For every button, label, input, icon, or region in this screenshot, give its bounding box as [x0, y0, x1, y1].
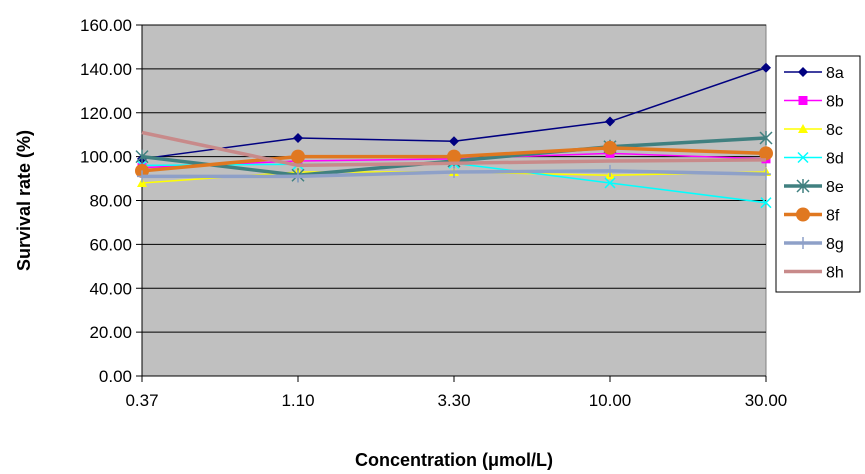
data-point-8g [449, 165, 459, 178]
legend-marker-8b [798, 96, 808, 105]
x-tick-label: 30.00 [745, 391, 788, 410]
y-tick-label: 160.00 [80, 16, 132, 35]
legend-label-8g: 8g [826, 236, 844, 253]
data-point-8f [447, 149, 461, 164]
legend-marker-8c [798, 124, 808, 133]
data-point-8f [759, 146, 773, 161]
data-point-8d [760, 197, 772, 209]
data-point-8d [604, 177, 616, 189]
data-point-8c [137, 177, 147, 187]
legend-label-8b: 8b [826, 94, 844, 111]
data-point-8a [293, 132, 303, 143]
data-point-8g [137, 170, 147, 183]
legend-label-8f: 8f [826, 208, 840, 225]
data-point-8g [293, 170, 303, 183]
series-line-8h [141, 130, 767, 168]
x-axis-title: Concentration (μmol/L) [355, 450, 553, 470]
y-tick-label: 60.00 [89, 235, 132, 254]
y-tick-label: 0.00 [99, 367, 132, 386]
legend-marker-8e [796, 179, 810, 193]
legend-box [775, 55, 861, 293]
data-point-8f [603, 140, 617, 155]
x-tick-label: 10.00 [589, 391, 632, 410]
data-point-8a [761, 62, 771, 73]
y-tick-label: 100.00 [80, 148, 132, 167]
legend-marker-8f [796, 207, 810, 222]
legend-label-8e: 8e [826, 179, 844, 196]
y-tick-label: 140.00 [80, 60, 132, 79]
data-point-8f [291, 149, 305, 164]
data-point-8a [449, 136, 459, 147]
x-tick-label: 3.30 [437, 391, 470, 410]
data-point-8g [761, 168, 771, 181]
legend-marker-8a [798, 67, 808, 77]
y-tick-label: 20.00 [89, 323, 132, 342]
x-tick-label: 0.37 [125, 391, 158, 410]
legend-marker-8d [797, 151, 809, 164]
x-tick-label: 1.10 [281, 391, 314, 410]
data-point-8e [759, 130, 773, 145]
legend-label-8a: 8a [826, 65, 844, 82]
data-point-8e [135, 149, 149, 164]
legend-marker-8g [798, 237, 808, 249]
data-point-8g [605, 164, 615, 177]
y-tick-label: 120.00 [80, 104, 132, 123]
y-axis-title: Survival rate (%) [14, 130, 34, 271]
data-point-8a [605, 116, 615, 127]
y-tick-label: 40.00 [89, 279, 132, 298]
y-tick-label: 80.00 [89, 192, 132, 211]
legend-label-8d: 8d [826, 151, 844, 168]
legend-label-8c: 8c [826, 122, 843, 139]
legend-label-8h: 8h [826, 265, 844, 282]
